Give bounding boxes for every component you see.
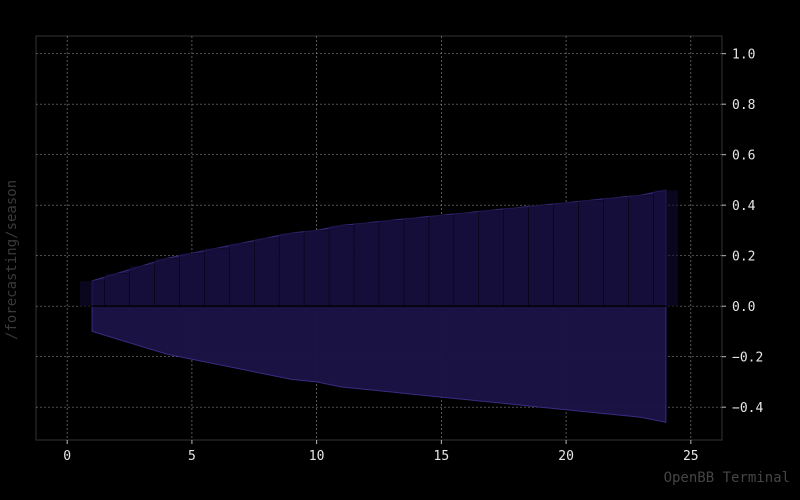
x-tick-label: 20 xyxy=(558,449,574,464)
y-tick-label: 0.6 xyxy=(732,149,755,164)
lag-bar-17 xyxy=(478,209,505,307)
lag-bar-7 xyxy=(229,242,255,307)
lag-bar-1 xyxy=(79,280,105,307)
y-tick-label: 0.2 xyxy=(732,250,755,265)
lag-bars xyxy=(79,189,679,307)
y-axis-ticks: 1.0 0.8 0.6 0.4 0.2 0.0 −0.2 −0.4 xyxy=(722,48,763,416)
command-path-label: /forecasting/season xyxy=(4,179,20,340)
lag-bar-8 xyxy=(253,237,280,307)
lag-bar-18 xyxy=(503,207,529,307)
lag-bar-15 xyxy=(428,214,455,307)
lag-bar-9 xyxy=(278,232,305,307)
y-tick-label: 0.4 xyxy=(732,199,756,214)
lag-bar-11 xyxy=(328,225,355,307)
watermark: OpenBB Terminal xyxy=(663,470,790,486)
y-tick-label: 1.0 xyxy=(732,48,755,63)
lag-bar-6 xyxy=(204,247,230,307)
x-tick-label: 15 xyxy=(434,449,450,464)
x-tick-label: 0 xyxy=(63,449,71,464)
y-tick-label: 0.0 xyxy=(732,300,755,315)
lag-bar-24 xyxy=(653,189,679,307)
lag-bar-20 xyxy=(553,202,579,307)
lag-bar-5 xyxy=(179,252,205,307)
lag-bar-13 xyxy=(378,220,405,307)
lag-bar-16 xyxy=(453,212,480,307)
lag-bar-4 xyxy=(154,257,180,307)
lag-bar-22 xyxy=(603,197,629,307)
y-tick-label: 0.8 xyxy=(732,98,755,113)
y-tick-label: −0.4 xyxy=(732,401,763,416)
x-axis-ticks: 0 5 10 15 20 25 xyxy=(63,440,699,464)
lag-bar-21 xyxy=(578,199,604,307)
lag-bar-10 xyxy=(303,230,330,307)
x-tick-label: 10 xyxy=(309,449,325,464)
lag-bar-23 xyxy=(628,194,654,307)
lag-bar-19 xyxy=(528,204,554,307)
y-tick-label: −0.2 xyxy=(732,351,763,366)
x-tick-label: 25 xyxy=(683,449,699,464)
lag-bar-12 xyxy=(353,222,380,307)
lag-bar-2 xyxy=(104,273,130,307)
lag-bar-3 xyxy=(129,265,155,307)
x-tick-label: 5 xyxy=(188,449,196,464)
lag-bar-14 xyxy=(403,217,430,307)
